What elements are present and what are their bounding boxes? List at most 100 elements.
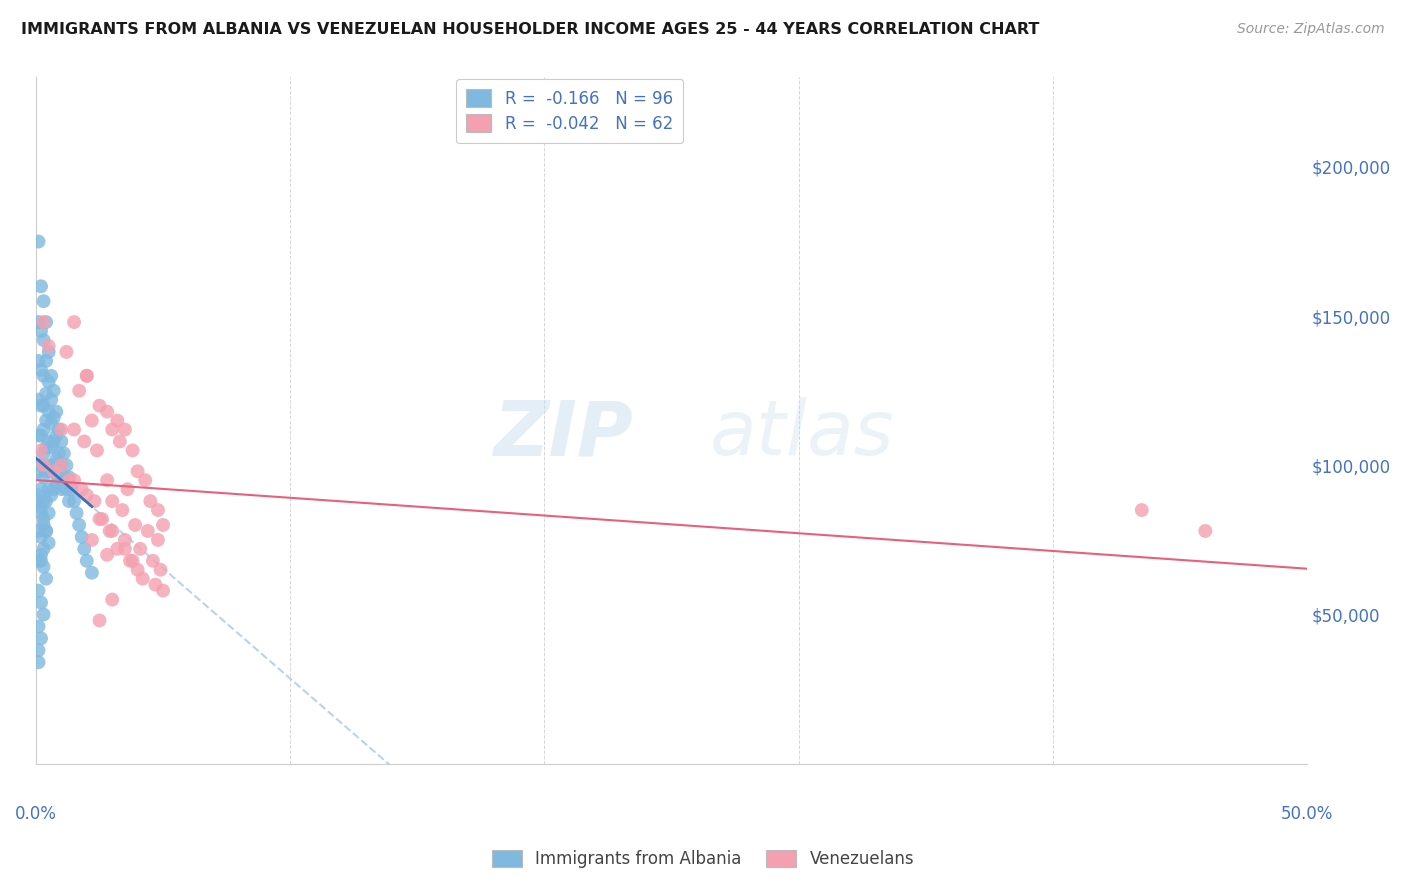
Point — [32, 541, 55, 556]
Point — [105, 413, 128, 427]
Point — [51, 458, 73, 473]
Point — [89, 614, 111, 628]
Point — [96, 473, 118, 487]
Point — [55, 482, 77, 496]
Point — [38, 482, 60, 496]
Point — [76, 554, 98, 568]
Point — [38, 506, 60, 520]
Point — [39, 392, 62, 407]
Point — [42, 464, 65, 478]
Point — [98, 524, 121, 538]
Point — [32, 494, 55, 508]
Point — [127, 563, 149, 577]
Point — [96, 404, 118, 418]
Point — [45, 452, 67, 467]
Point — [30, 530, 52, 544]
Point — [63, 423, 86, 437]
Point — [149, 563, 172, 577]
Point — [35, 413, 58, 427]
Point — [76, 368, 98, 383]
Point — [58, 470, 80, 484]
Text: 0.0%: 0.0% — [15, 805, 56, 823]
Point — [30, 482, 52, 496]
Legend: R =  -0.166   N = 96, R =  -0.042   N = 62: R = -0.166 N = 96, R = -0.042 N = 62 — [457, 78, 683, 143]
Point — [127, 464, 149, 478]
Point — [38, 434, 60, 449]
Point — [45, 404, 67, 418]
Point — [117, 482, 139, 496]
Point — [32, 518, 55, 533]
Point — [35, 315, 58, 329]
Point — [121, 443, 143, 458]
Point — [80, 413, 103, 427]
Point — [63, 315, 86, 329]
Text: 50.0%: 50.0% — [1281, 805, 1333, 823]
Point — [139, 494, 162, 508]
Point — [38, 339, 60, 353]
Point — [27, 464, 49, 478]
Point — [39, 368, 62, 383]
Point — [131, 572, 153, 586]
Point — [152, 583, 174, 598]
Point — [76, 368, 98, 383]
Point — [51, 482, 73, 496]
Point — [30, 279, 52, 293]
Point — [114, 423, 136, 437]
Text: atlas: atlas — [710, 397, 894, 471]
Point — [32, 458, 55, 473]
Point — [51, 458, 73, 473]
Point — [67, 518, 90, 533]
Point — [136, 524, 159, 538]
Point — [51, 423, 73, 437]
Point — [146, 533, 169, 547]
Point — [58, 494, 80, 508]
Point — [42, 482, 65, 496]
Point — [105, 541, 128, 556]
Point — [38, 458, 60, 473]
Point — [142, 554, 165, 568]
Point — [83, 494, 105, 508]
Point — [114, 541, 136, 556]
Point — [32, 607, 55, 622]
Point — [35, 524, 58, 538]
Point — [27, 392, 49, 407]
Point — [101, 592, 124, 607]
Point — [118, 554, 141, 568]
Point — [35, 464, 58, 478]
Point — [96, 548, 118, 562]
Point — [124, 518, 146, 533]
Text: ZIP: ZIP — [494, 397, 633, 471]
Point — [48, 446, 70, 460]
Point — [45, 428, 67, 442]
Point — [27, 428, 49, 442]
Point — [39, 441, 62, 455]
Point — [89, 512, 111, 526]
Point — [39, 417, 62, 431]
Point — [35, 494, 58, 508]
Point — [73, 434, 96, 449]
Point — [30, 554, 52, 568]
Point — [73, 541, 96, 556]
Point — [30, 632, 52, 646]
Point — [42, 434, 65, 449]
Point — [101, 524, 124, 538]
Point — [35, 441, 58, 455]
Point — [55, 458, 77, 473]
Point — [48, 423, 70, 437]
Point — [27, 619, 49, 633]
Point — [30, 399, 52, 413]
Point — [145, 577, 167, 591]
Point — [27, 554, 49, 568]
Point — [35, 524, 58, 538]
Point — [30, 458, 52, 473]
Point — [27, 655, 49, 669]
Point — [30, 363, 52, 377]
Point — [35, 386, 58, 401]
Point — [52, 470, 75, 484]
Point — [42, 410, 65, 425]
Legend: Immigrants from Albania, Venezuelans: Immigrants from Albania, Venezuelans — [485, 843, 921, 875]
Point — [32, 446, 55, 460]
Point — [32, 399, 55, 413]
Point — [30, 443, 52, 458]
Point — [76, 488, 98, 502]
